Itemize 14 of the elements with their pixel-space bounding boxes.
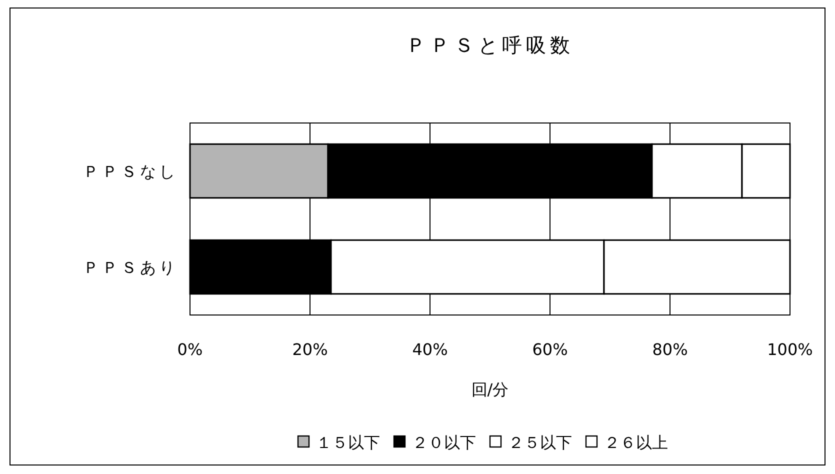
x-tick-label: 40% [412,340,448,359]
x-axis-title: 回/分 [471,380,509,399]
legend-label: ２６以上 [604,433,668,452]
x-tick-label: 0% [177,340,203,359]
chart-title: ＰＰＳと呼吸数 [406,33,574,57]
legend-label: １５以下 [316,433,380,452]
y-tick-label: ＰＰＳあり [83,258,178,277]
legend-label: ２０以下 [412,433,476,452]
x-tick-label: 20% [292,340,328,359]
x-tick-label: 80% [652,340,688,359]
x-tick-label: 60% [532,340,568,359]
x-tick-label: 100% [767,340,813,359]
y-tick-label: ＰＰＳなし [83,162,178,181]
legend-label: ２５以下 [508,433,572,452]
